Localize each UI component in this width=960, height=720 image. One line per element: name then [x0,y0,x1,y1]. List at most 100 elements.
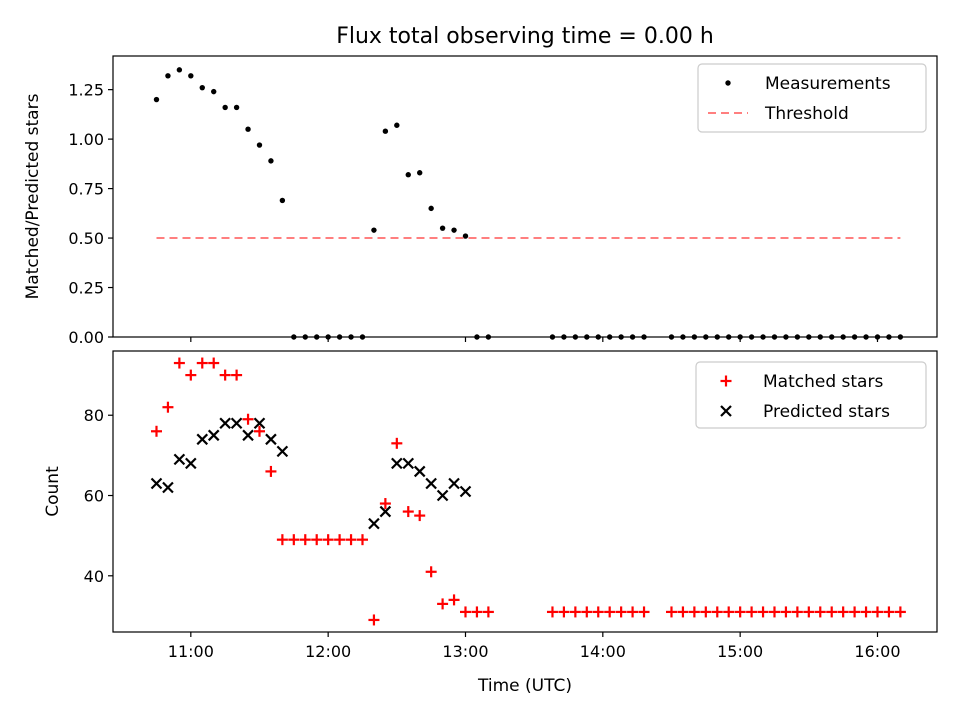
data-point [592,606,604,618]
data-point [150,477,163,490]
data-point [783,334,789,340]
data-point [379,505,392,518]
legend-label: Matched stars [763,372,883,392]
data-point [368,614,380,626]
data-point [150,425,162,437]
data-point [153,96,160,103]
data-point [196,357,208,369]
legend-box [697,63,927,133]
data-point [627,606,639,618]
y-tick-label: 60 [84,487,104,506]
data-point [629,334,636,340]
top-panel: 0.00 0.25 0.50 0.75 1.00 1.25 Matched/Predicte… [23,55,938,347]
data-point [265,433,277,446]
data-point [173,357,185,369]
y-axis-label: Count [43,466,63,517]
y-axis-label: Matched/Predicted stars [23,93,43,299]
data-point [897,334,904,340]
data-point [219,417,231,430]
data-point [714,334,720,340]
data-point [436,489,449,502]
data-point [748,334,755,340]
x-tick-label: 16:00 [854,642,900,661]
axes-frame [112,350,938,633]
data-point [253,417,266,430]
data-point [734,606,746,618]
data-point [606,334,613,340]
data-point [641,334,647,340]
data-point [462,233,469,239]
y-tick-label: 1.00 [68,130,104,149]
data-point [451,227,457,233]
x-tick-label: 15:00 [717,642,763,661]
data-point [668,334,675,340]
data-point [584,334,590,340]
legend: Matched stars Predicted stars [695,361,927,429]
data-point [176,67,183,73]
data-point [199,84,205,91]
legend-label: Measurements [765,74,891,94]
data-point [482,606,494,618]
data-point [572,334,579,340]
data-point [336,334,343,340]
x-axis-label: Time (UTC) [477,676,572,696]
chart-title: Flux total observing time = 0.00 h [336,24,714,49]
data-point [840,334,846,340]
data-point [561,334,567,340]
data-point [231,369,243,381]
data-point [439,225,446,231]
legend-swatch [720,405,732,417]
data-point [334,534,346,546]
data-point [414,510,426,522]
data-point [814,606,826,618]
y-tick-label: 0.25 [68,279,104,298]
data-point [886,334,892,340]
data-point [325,334,331,340]
data-point [437,598,449,610]
data-point [391,437,403,449]
data-point [803,606,815,618]
data-point [185,457,197,470]
data-point [242,429,254,442]
data-point [356,534,368,546]
legend-swatch [725,80,731,86]
data-point [871,606,883,618]
data-point [288,534,300,546]
data-point [806,334,812,340]
data-point [425,477,437,490]
data-point [345,534,357,546]
data-point [794,334,801,340]
data-point [849,606,861,618]
data-point [302,334,308,340]
x-tick-label: 11:00 [168,642,214,661]
data-point [368,517,380,530]
data-point [279,197,286,204]
data-point [837,606,849,618]
data-point [615,606,627,618]
data-point [665,606,677,618]
data-point [863,334,869,340]
data-point [291,334,297,340]
data-point [276,534,288,546]
data-point [894,606,906,618]
data-point [760,334,766,340]
data-point [700,606,712,618]
data-point [417,170,423,176]
data-point [723,606,735,618]
data-point [737,334,743,340]
x-tick-label: 14:00 [580,642,626,661]
data-point [185,369,197,381]
legend: Measurements Threshold [697,63,927,133]
data-point [222,104,228,111]
data-point [546,606,558,618]
y-tick-label: 1.25 [68,81,104,100]
data-point [826,606,838,618]
data-point [188,73,194,79]
data-point [768,606,780,618]
data-point [860,606,872,618]
data-point [219,369,231,381]
data-point [299,534,311,546]
data-point [230,417,243,430]
y-tick-label: 0.00 [68,328,104,347]
